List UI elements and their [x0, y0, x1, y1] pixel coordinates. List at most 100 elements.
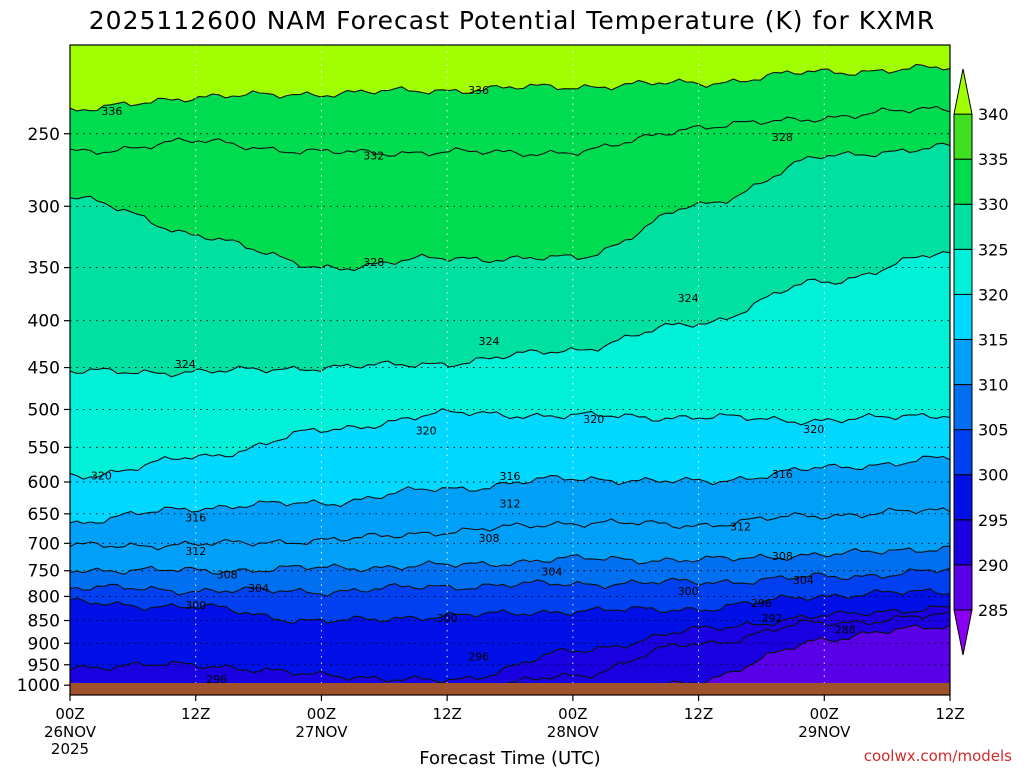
contour-label: 324	[678, 292, 699, 305]
y-tick-label: 250	[28, 125, 60, 145]
colorbar-label: 315	[978, 330, 1009, 349]
colorbar-segment	[953, 158, 973, 205]
x-tick-label: 00Z	[810, 705, 839, 723]
contour-label: 304	[541, 565, 562, 578]
x-tick-year: 2025	[51, 740, 89, 758]
contour-label: 300	[185, 599, 206, 612]
band-region	[70, 251, 950, 480]
contour-label: 328	[772, 131, 793, 144]
isotherm-328	[70, 142, 950, 272]
plot-frame	[69, 44, 951, 696]
contour-label: 320	[416, 424, 437, 437]
contour-label: 320	[803, 423, 824, 436]
contour-label: 308	[772, 550, 793, 563]
y-tick-label: 650	[28, 505, 60, 525]
contour-label: 336	[468, 84, 489, 97]
x-tick-date: 27NOV	[295, 723, 348, 741]
isotherm-320	[70, 408, 950, 480]
contour-label: 320	[91, 469, 112, 482]
x-tick-label: 12Z	[935, 705, 964, 723]
colorbar-segment	[953, 519, 973, 566]
colorbar-segment	[953, 293, 973, 340]
isotherm-lines	[70, 63, 950, 695]
band-region	[70, 106, 950, 271]
y-tick-label: 700	[28, 534, 60, 554]
isotherm-332	[70, 105, 950, 158]
x-tick-label: 00Z	[307, 705, 336, 723]
colorbar-label: 325	[978, 240, 1009, 259]
contour-label: 320	[583, 413, 604, 426]
grid-lines	[70, 45, 950, 695]
colorbar-label: 320	[978, 285, 1009, 304]
y-tick-label: 400	[28, 312, 60, 332]
colorbar-segment	[953, 564, 973, 611]
colorbar-label: 305	[978, 421, 1009, 440]
contour-label: 292	[761, 612, 782, 625]
filled-contours	[70, 45, 950, 695]
colorbar-label: 300	[978, 466, 1009, 485]
y-tick-label: 500	[28, 400, 60, 420]
y-tick-label: 600	[28, 473, 60, 493]
colorbar-segment	[953, 384, 973, 431]
contour-label: 296	[206, 673, 227, 686]
band-region	[70, 606, 950, 695]
plot-area	[70, 45, 950, 695]
colorbar-segment	[953, 429, 973, 476]
contour-label: 288	[835, 623, 856, 636]
band-region	[70, 546, 950, 597]
colorbar-label: 340	[978, 105, 1009, 124]
x-tick-date: 26NOV	[44, 723, 97, 741]
isotherm-296	[70, 605, 950, 684]
contour-label: 332	[363, 149, 384, 162]
band-region	[70, 624, 950, 695]
colorbar-label: 330	[978, 195, 1009, 214]
colorbar-segment	[953, 338, 973, 386]
colorbar-label: 285	[978, 601, 1009, 620]
x-tick-label: 00Z	[55, 705, 84, 723]
y-tick-label: 1000	[17, 676, 60, 696]
contour-label: 328	[363, 256, 384, 269]
x-tick-label: 12Z	[181, 705, 210, 723]
colorbar-segment	[953, 113, 973, 160]
contour-label: 312	[185, 545, 206, 558]
ground	[70, 683, 950, 695]
contour-label: 304	[793, 574, 814, 587]
contour-label: 296	[468, 650, 489, 663]
colorbar-label: 290	[978, 556, 1009, 575]
contour-label: 324	[479, 335, 500, 348]
colorbar-segment	[953, 609, 973, 656]
contour-label: 300	[437, 612, 458, 625]
band-region	[70, 408, 950, 524]
isotherm-308	[70, 545, 950, 575]
contour-label: 308	[479, 532, 500, 545]
x-tick-date: 29NOV	[798, 723, 851, 741]
band-region	[70, 507, 950, 575]
isotherm-336	[70, 63, 950, 112]
colorbar: 285 290 295 300 305 310 315 320 325 330 335 340	[953, 68, 1009, 656]
isotherm-324	[70, 251, 950, 378]
isotherm-300	[70, 588, 950, 624]
credit-text: coolwx.com/models	[864, 747, 1012, 765]
isotherm-316	[70, 455, 950, 525]
colorbar-label: 310	[978, 376, 1009, 395]
x-tick-label: 00Z	[558, 705, 587, 723]
colorbar-segment	[953, 248, 973, 295]
y-tick-label: 300	[28, 197, 60, 217]
contour-label: 304	[248, 582, 269, 595]
contour-label: 336	[101, 105, 122, 118]
band-region	[70, 456, 950, 550]
contour-label: 312	[500, 497, 521, 510]
contour-label: 316	[500, 470, 521, 483]
y-tick-label: 800	[28, 587, 60, 607]
colorbar-segment	[953, 203, 973, 250]
y-tick-label: 450	[28, 359, 60, 379]
contour-label: 308	[217, 568, 238, 581]
contour-labels: 336 336 332 328 328 324 324 324 320 320 320 320 316 3…	[91, 84, 856, 686]
x-tick-date: 28NOV	[547, 723, 600, 741]
contour-label: 312	[730, 520, 751, 533]
colorbar-segment	[953, 474, 973, 521]
contour-label: 296	[751, 597, 772, 610]
isotherm-312	[70, 507, 950, 551]
